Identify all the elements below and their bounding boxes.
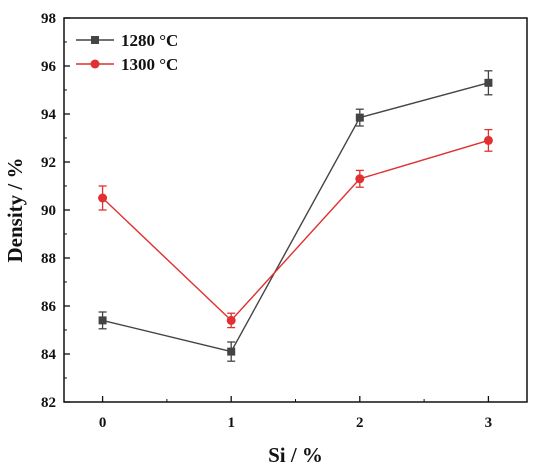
y-tick-label: 82 [41,395,56,411]
plot-frame [63,17,528,403]
x-tick-label: 1 [227,415,235,431]
x-tick-label: 0 [99,415,107,431]
y-tick-label: 86 [41,299,57,315]
legend: 1280 °C 1300 °C [76,31,178,74]
x-tick-label: 3 [485,415,493,431]
y-tick-label: 94 [41,107,57,123]
y-tick-label: 92 [41,155,56,171]
series-layer [98,70,493,362]
y-tick-label: 84 [41,347,57,363]
legend-label: 1280 °C [121,31,178,50]
data-point [483,135,493,145]
legend-label: 1300 °C [121,55,178,74]
x-tick-label: 2 [356,415,364,431]
legend-marker [91,36,99,44]
x-axis-title: Si / % [268,443,323,467]
data-point [98,316,107,325]
y-axis-title: Density / % [3,158,27,263]
y-tick-label: 88 [41,251,56,267]
data-point [355,113,364,122]
data-point [355,174,365,184]
data-point [227,347,236,356]
series-0 [98,70,493,362]
data-point [484,78,493,87]
series-line [102,139,489,322]
data-point [226,315,236,325]
data-point [98,193,108,203]
legend-marker [90,59,100,69]
axis-ticks: 0 1 2 3 82 84 86 88 90 92 94 96 98 [41,11,492,431]
y-tick-label: 90 [41,203,56,219]
series-line [102,82,489,353]
y-tick-label: 96 [41,59,57,75]
series-1 [98,128,493,329]
y-tick-label: 98 [41,11,56,27]
